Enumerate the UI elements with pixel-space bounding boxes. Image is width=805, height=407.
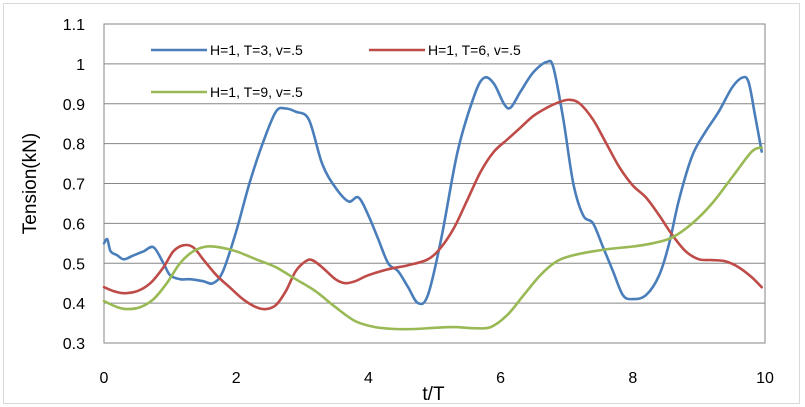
series-line-3	[102, 146, 763, 331]
y-axis-title: Tension(kN)	[20, 133, 41, 234]
legend-label-2: H=1, T=6, v=.5	[428, 42, 521, 58]
x-tick-label: 2	[232, 370, 241, 387]
y-tick-label: 0.9	[63, 97, 85, 114]
y-tick-label: 1.1	[63, 17, 85, 34]
y-tick-label: 0.5	[63, 256, 85, 273]
series-line-1	[102, 59, 763, 306]
y-tick-label: 0.7	[63, 177, 85, 194]
chart-frame	[3, 3, 800, 404]
x-tick-label: 0	[100, 370, 109, 387]
x-tick-label: 8	[628, 370, 637, 387]
series-line-2	[102, 98, 763, 311]
y-tick-label: 1	[76, 57, 85, 74]
legend-label-3: H=1, T=9, v=.5	[210, 84, 303, 100]
x-tick-label: 4	[364, 370, 373, 387]
legend-label-1: H=1, T=3, v=.5	[210, 42, 303, 58]
y-tick-label: 0.6	[63, 216, 85, 233]
plot-area	[103, 23, 766, 344]
y-tick-label: 0.3	[63, 336, 85, 353]
x-tick-label: 6	[496, 370, 505, 387]
y-tick-label: 0.8	[63, 137, 85, 154]
x-tick-label: 10	[756, 370, 774, 387]
x-axis-title: t/T	[422, 384, 445, 405]
y-tick-label: 0.4	[63, 296, 85, 313]
